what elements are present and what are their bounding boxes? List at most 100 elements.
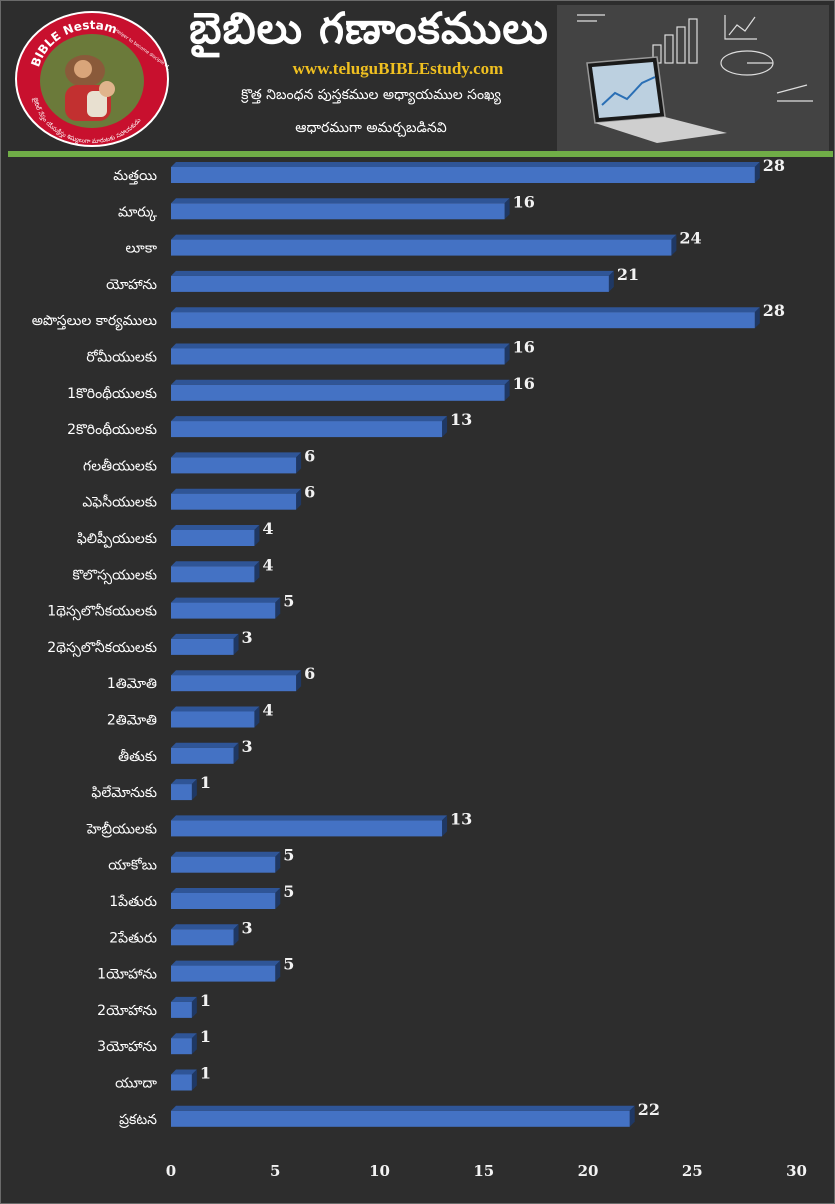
bar-top-face xyxy=(171,307,760,313)
bar-side-face xyxy=(275,888,281,909)
data-label: 6 xyxy=(304,446,315,465)
bar-top-face xyxy=(171,888,281,893)
category-label: 2కొరింథీయులకు xyxy=(67,422,157,438)
category-label: ఫిలిప్పీయులకు xyxy=(77,530,157,548)
bar-group: 2థెస్సలొనీకయులకు 3 xyxy=(47,628,253,657)
category-label: 1థెస్సలొనీకయులకు xyxy=(47,604,157,621)
bar-side-face xyxy=(191,1069,197,1091)
data-label: 4 xyxy=(262,555,273,574)
bar-side-face xyxy=(233,924,239,946)
category-label: మత్తయి xyxy=(113,168,157,185)
category-label: గలతీయులకు xyxy=(83,458,157,474)
bar-side-face xyxy=(296,488,302,510)
bar-top-face xyxy=(171,1069,197,1075)
bar-top-face xyxy=(171,851,281,857)
category-label: 1కొరింథీయులకు xyxy=(67,386,157,402)
bar-top-face xyxy=(171,815,448,821)
bar-side-face xyxy=(275,960,281,982)
bar xyxy=(171,275,609,292)
bar xyxy=(171,421,443,438)
bar-group: 1థెస్సలొనీకయులకు 5 xyxy=(47,592,294,621)
data-label: 3 xyxy=(242,628,253,647)
bar-side-face xyxy=(608,270,614,292)
category-label: లూకా xyxy=(125,241,157,257)
category-label: యాకోబు xyxy=(108,858,157,874)
bar xyxy=(171,384,505,401)
category-label: యోహాను xyxy=(106,277,157,293)
bar-group: 2పేతురు 3 xyxy=(109,918,252,946)
bar-group: ఫిలేమోనుకు 1 xyxy=(91,773,211,801)
x-tick-label: 25 xyxy=(682,1162,703,1180)
category-label: 1పేతురు xyxy=(109,894,157,910)
bar-top-face xyxy=(171,198,510,204)
data-label: 6 xyxy=(304,664,315,683)
bar-side-face xyxy=(275,597,281,619)
bar-group: అపొస్తలుల కార్యములు 28 xyxy=(32,301,785,331)
bar-group: ఎఫెసీయులకు 6 xyxy=(82,483,315,511)
bar-group: లూకా 24 xyxy=(125,229,701,257)
bar-top-face xyxy=(171,670,302,676)
bar xyxy=(171,167,755,183)
data-label: 1 xyxy=(200,1027,211,1046)
bible-nestam-logo: BIBLE Nestam బైబిల్ నేస్తం యేసుక్రీస్తు … xyxy=(15,11,169,147)
chapters-bar-chart: మత్తయి28మార్కు16లూకా24యోహాను21అపొస్తలుల … xyxy=(32,159,807,1180)
bar-group: 2యోహాను 1 xyxy=(97,991,211,1019)
bar-side-face xyxy=(254,561,260,583)
bar-side-face xyxy=(504,379,510,401)
data-label: 24 xyxy=(679,229,701,248)
bar xyxy=(171,493,297,510)
bar-group: తీతుకు 3 xyxy=(118,737,253,765)
data-label: 4 xyxy=(262,701,273,720)
bar-side-face xyxy=(275,851,281,873)
bar-top-face xyxy=(171,924,239,930)
bar-side-face xyxy=(254,706,260,728)
data-label: 1 xyxy=(200,773,211,792)
data-label: 21 xyxy=(617,265,639,284)
bar xyxy=(171,203,505,220)
bar-side-face xyxy=(504,198,510,220)
bar xyxy=(171,929,234,946)
bar xyxy=(171,638,234,655)
category-label: 3యోహాను xyxy=(97,1039,157,1055)
bar-side-face xyxy=(671,234,677,256)
bar-top-face xyxy=(171,416,448,422)
category-label: తీతుకు xyxy=(118,749,157,765)
bar-group: హెబ్రీయులకు 13 xyxy=(86,809,473,837)
category-label: 2పేతురు xyxy=(109,930,157,946)
bar-side-face xyxy=(442,815,448,837)
bar-side-face xyxy=(191,779,197,801)
bar-group: రోమీయులకు 16 xyxy=(86,338,535,366)
x-tick-label: 15 xyxy=(473,1162,494,1180)
bar-group: 2తిమోతి 4 xyxy=(107,701,274,729)
bar-group: గలతీయులకు 6 xyxy=(83,446,315,474)
bar-side-face xyxy=(754,307,760,329)
bar xyxy=(171,530,255,546)
category-label: అపొస్తలుల కార్యములు xyxy=(32,313,157,331)
category-label: 1తిమోతి xyxy=(107,676,157,692)
data-label: 1 xyxy=(200,991,211,1010)
bar xyxy=(171,348,505,365)
bar-side-face xyxy=(629,1105,635,1127)
x-tick-label: 20 xyxy=(578,1162,599,1180)
bar-group: ప్రకటన 22 xyxy=(119,1100,660,1128)
bar xyxy=(171,1038,192,1055)
x-tick-label: 30 xyxy=(786,1162,807,1180)
website-url: www.teluguBIBLEstudy.com xyxy=(292,59,504,78)
bar-top-face xyxy=(171,1105,635,1111)
bar-group: యాకోబు 5 xyxy=(108,846,294,874)
data-label: 3 xyxy=(242,918,253,937)
bar xyxy=(171,820,443,837)
bar xyxy=(171,784,192,801)
bar-top-face xyxy=(171,343,510,349)
bar-top-face xyxy=(171,162,760,167)
category-label: కొలొస్సయులకు xyxy=(72,567,157,584)
x-tick-label: 5 xyxy=(270,1162,280,1180)
bar xyxy=(171,1001,192,1018)
bar xyxy=(171,1110,630,1127)
bar-group: యూదా 1 xyxy=(115,1064,211,1092)
data-label: 3 xyxy=(242,737,253,756)
header-divider xyxy=(8,151,833,157)
bar-group: యోహాను 21 xyxy=(106,265,639,293)
category-label: యూదా xyxy=(115,1076,157,1092)
